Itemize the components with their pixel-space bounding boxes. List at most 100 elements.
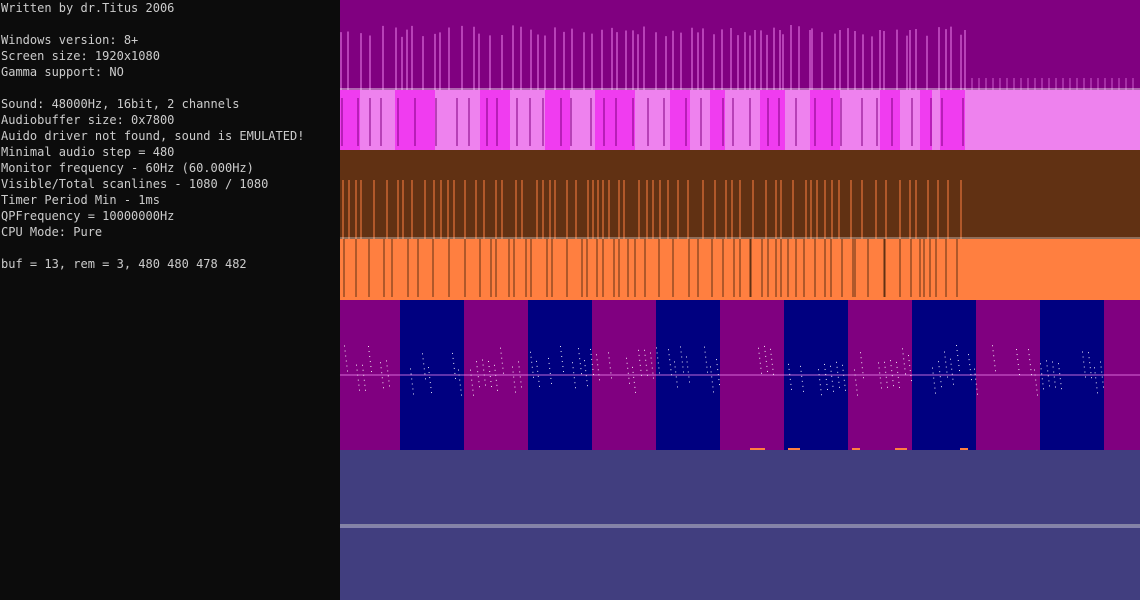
stripe-dot: [711, 381, 713, 383]
stripe-dot: [581, 373, 582, 375]
stripe-dot: [801, 375, 803, 377]
stripe-dot: [831, 380, 833, 382]
stripe-dot: [719, 384, 720, 386]
purple-band-ticks: [340, 25, 1140, 90]
stripe-dot: [473, 394, 474, 396]
stripe-dot: [760, 367, 762, 369]
stripe-dot: [1055, 386, 1056, 388]
stripe-dot: [572, 367, 574, 369]
stripe-dot: [347, 370, 348, 372]
stripe-dot: [837, 376, 839, 378]
stripe-dot: [369, 361, 371, 363]
stripe-dot: [1058, 363, 1059, 365]
stripe-dot: [1101, 376, 1103, 378]
stripe-dot: [549, 367, 551, 369]
stripe-dot: [345, 360, 347, 362]
stripe-dot: [585, 375, 587, 377]
console-line: [1, 240, 340, 256]
stripe-dot: [975, 383, 977, 385]
stripe-dot: [494, 369, 496, 371]
orange-band-ticks: [343, 239, 958, 297]
stripe-dot: [675, 371, 677, 373]
stripe-dot: [370, 366, 372, 368]
stripe-dot: [854, 369, 855, 371]
orange-band: [340, 239, 1140, 300]
stripe-dot: [903, 363, 905, 365]
stripe-dot: [1082, 356, 1084, 358]
stripe-dot: [386, 360, 387, 362]
stripe-dot: [657, 357, 659, 359]
stripe-dot: [584, 360, 585, 362]
stripe-dot: [683, 371, 684, 373]
stripe-dot: [1103, 386, 1104, 388]
stripe-dot: [472, 389, 474, 391]
stripe-dot: [707, 371, 708, 373]
stripe-dot: [759, 362, 761, 364]
stripe-dot: [705, 356, 707, 358]
stripe-dot: [950, 363, 952, 365]
stripe-dot: [411, 383, 413, 385]
stripe-dot: [495, 379, 497, 381]
stripe-dot: [424, 373, 426, 375]
stripe-dot: [560, 351, 562, 353]
stripe-dot: [908, 360, 910, 362]
stripe-dot: [681, 361, 683, 363]
stripe-dot: [939, 376, 941, 378]
stripe-dot: [770, 348, 771, 350]
stripe-dot: [886, 381, 888, 383]
stripe-dot: [704, 346, 705, 348]
stripe-dot: [670, 369, 672, 371]
stripe-dot: [952, 378, 954, 380]
stripe-dot: [579, 358, 581, 360]
stripe-dot: [1083, 366, 1085, 368]
stripe-dot: [381, 372, 383, 374]
stripe-dot: [646, 369, 648, 371]
stripe-dot: [951, 368, 953, 370]
stripe-dot: [885, 376, 887, 378]
stripe-dot: [641, 374, 642, 376]
stripe-dot: [764, 345, 765, 347]
pink-block: [670, 90, 690, 150]
stripe-dot: [838, 381, 840, 383]
stripe-dot: [368, 346, 369, 348]
stripe-dot: [668, 354, 670, 356]
stripe-dot: [364, 384, 366, 386]
stripe-dot: [563, 371, 564, 373]
stripe-dot: [514, 386, 516, 388]
stripe-dot: [476, 366, 478, 368]
stripe-mark: [750, 448, 765, 450]
stripe-dot: [539, 385, 540, 387]
stripe-dot: [519, 376, 521, 378]
stripe-dot: [861, 367, 863, 369]
stripe-dot: [610, 372, 612, 374]
stripe-dot: [1096, 387, 1098, 389]
console-output: Written by dr.Titus 2006 Windows version:…: [0, 0, 340, 600]
stripe-dot: [971, 379, 972, 381]
stripe-dot: [950, 358, 951, 360]
stripe-dot: [519, 371, 521, 373]
pink-block: [940, 90, 965, 150]
stripe-dot: [717, 374, 719, 376]
stripe-dot: [458, 374, 460, 376]
stripe-dot: [897, 376, 899, 378]
stripe-dot: [1059, 373, 1061, 375]
stripe-dot: [412, 388, 414, 390]
stripe-dot: [825, 373, 827, 375]
stripe-dot: [536, 360, 537, 362]
stripe-dot: [1100, 366, 1102, 368]
stripe-dot: [909, 370, 911, 372]
stripe-dot: [680, 351, 682, 353]
stripe-dot: [860, 352, 861, 354]
stripe-dot: [597, 369, 599, 371]
stripe-dot: [970, 374, 972, 376]
console-line: Audiobuffer size: 0x7800: [1, 113, 175, 127]
stripe-dot: [657, 362, 659, 364]
stripe-dot: [496, 384, 498, 386]
stripe-dot: [512, 371, 514, 373]
console-line: buf = 13, rem = 3, 480 480 478 482: [1, 257, 247, 271]
console-line: Screen size: 1920x1080: [1, 49, 160, 63]
stripe-dot: [1095, 377, 1097, 379]
stripe-dot: [459, 384, 461, 386]
stripe-dot: [488, 366, 490, 368]
stripe-dot: [824, 368, 826, 370]
